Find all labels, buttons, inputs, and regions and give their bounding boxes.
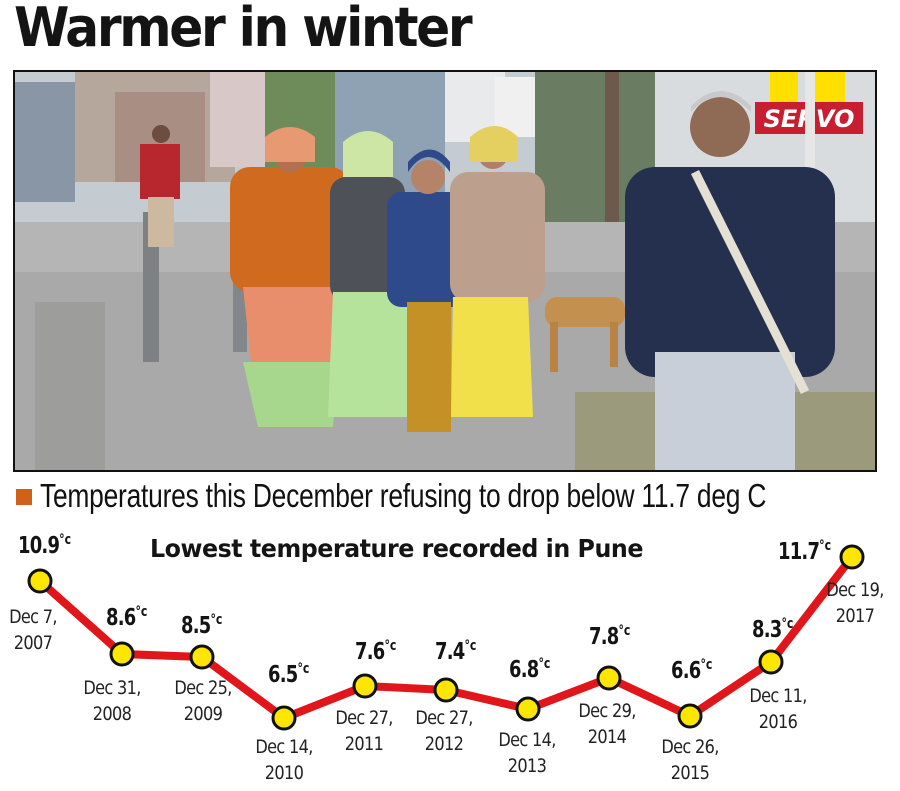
data-point-value: 7.4°c bbox=[435, 638, 477, 665]
data-point-value: 6.6°c bbox=[671, 657, 713, 684]
data-point-marker bbox=[109, 641, 135, 667]
data-point-date: Dec 14, 2013 bbox=[498, 729, 556, 777]
data-point-date: Dec 26, 2015 bbox=[661, 736, 719, 784]
data-point-marker bbox=[758, 649, 784, 675]
data-point-marker bbox=[596, 665, 622, 691]
data-point-marker bbox=[433, 677, 459, 703]
data-point-marker bbox=[271, 705, 297, 731]
data-point-value: 11.7°c bbox=[778, 538, 832, 565]
data-point-date: Dec 7, 2007 bbox=[9, 606, 57, 654]
chart-title: Lowest temperature recorded in Pune bbox=[150, 534, 644, 563]
data-point-value: 10.9°c bbox=[18, 532, 72, 559]
data-point-marker bbox=[515, 696, 541, 722]
data-point-value: 8.5°c bbox=[181, 612, 223, 639]
data-point-value: 8.6°c bbox=[106, 604, 148, 631]
data-point-value: 8.3°c bbox=[752, 616, 794, 643]
data-point-date: Dec 25, 2009 bbox=[174, 677, 232, 725]
data-point-date: Dec 27, 2011 bbox=[335, 707, 393, 755]
data-point-value: 7.8°c bbox=[589, 623, 631, 650]
headline: Warmer in winter bbox=[14, 0, 473, 59]
data-point-date: Dec 14, 2010 bbox=[255, 736, 313, 784]
subheadline-text: Temperatures this December refusing to d… bbox=[40, 477, 767, 514]
data-point-value: 6.5°c bbox=[268, 661, 310, 688]
data-point-marker bbox=[839, 544, 865, 570]
data-point-date: Dec 11, 2016 bbox=[749, 685, 807, 733]
orange-square-bullet-icon bbox=[16, 489, 32, 505]
data-point-date: Dec 19, 2017 bbox=[826, 579, 884, 627]
subheadline: Temperatures this December refusing to d… bbox=[16, 477, 900, 514]
data-point-value: 7.6°c bbox=[355, 638, 397, 665]
street-scene-illustration: SERVO bbox=[15, 72, 875, 470]
data-point-value: 6.8°c bbox=[509, 656, 551, 683]
data-point-date: Dec 31, 2008 bbox=[83, 677, 141, 725]
data-point-marker bbox=[189, 644, 215, 670]
data-point-date: Dec 29, 2014 bbox=[578, 700, 636, 748]
data-point-marker bbox=[27, 568, 53, 594]
news-photo: SERVO bbox=[13, 70, 877, 472]
data-point-date: Dec 27, 2012 bbox=[415, 707, 473, 755]
data-point-marker bbox=[352, 673, 378, 699]
data-point-marker bbox=[677, 703, 703, 729]
